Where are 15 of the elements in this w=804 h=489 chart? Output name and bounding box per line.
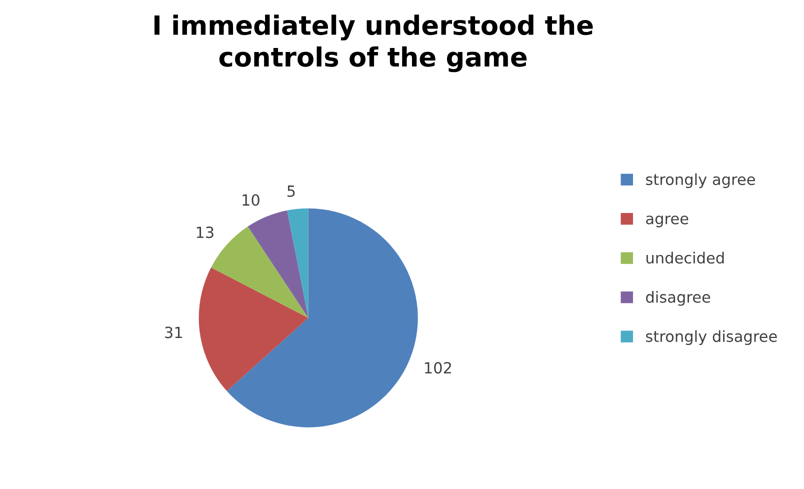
legend-label: disagree (646, 291, 710, 306)
data-label: 13 (196, 226, 214, 238)
legend-label: agree (646, 216, 688, 228)
pie-slice (226, 208, 418, 428)
legend-label: undecided (646, 252, 724, 264)
legend-label: strongly agree (646, 173, 755, 188)
data-label: 31 (165, 326, 182, 338)
pie-slice (287, 208, 308, 318)
pie-slice (198, 267, 308, 392)
data-label: 5 (288, 186, 295, 197)
data-label: 102 (425, 362, 452, 374)
pie-slice (248, 210, 308, 318)
chart-title: I immediately understood the controls of the game (154, 14, 593, 72)
data-label: 10 (242, 194, 260, 206)
legend-label: strongly disagree (646, 330, 777, 346)
